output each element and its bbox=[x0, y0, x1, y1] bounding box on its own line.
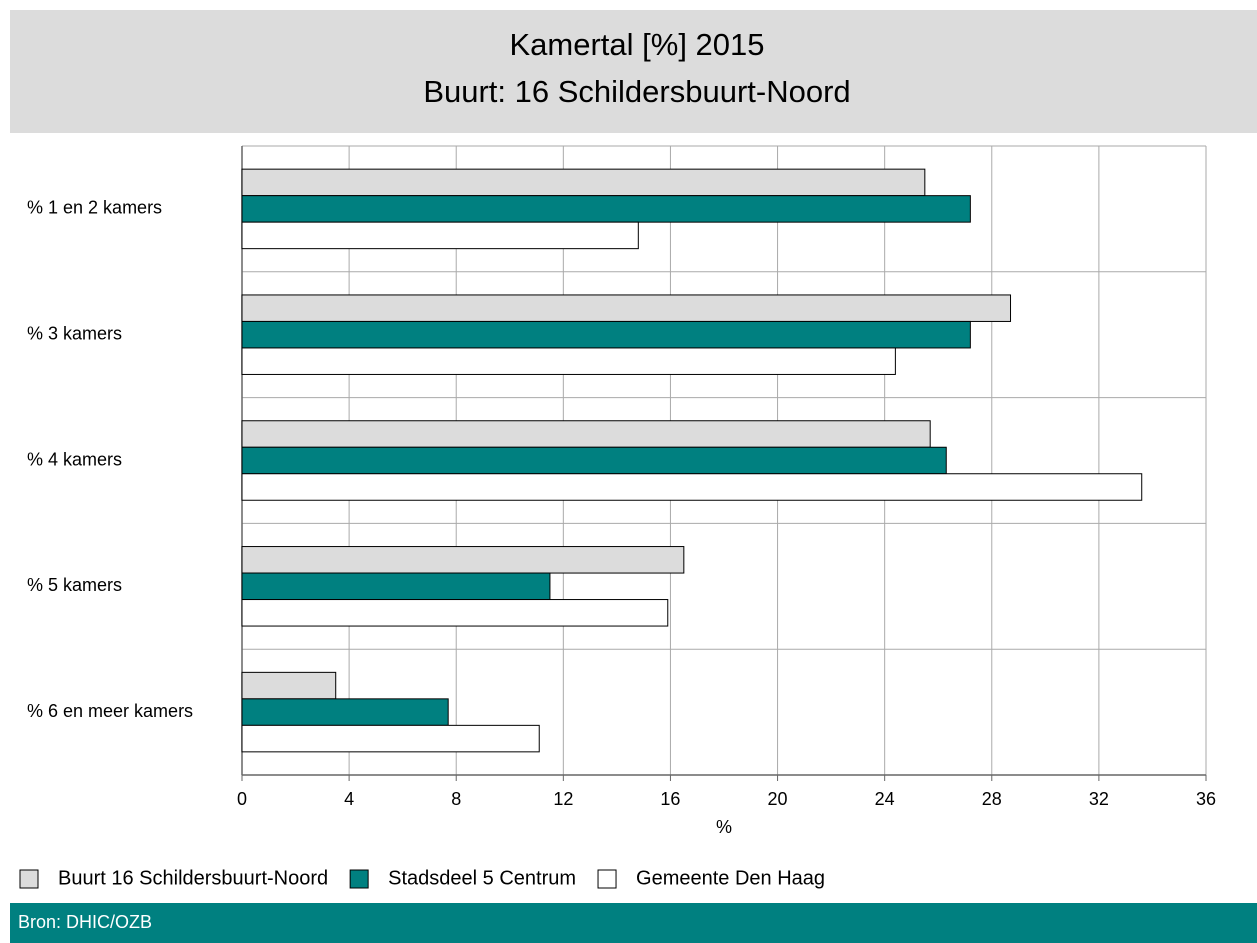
footer bbox=[10, 903, 1257, 943]
bar bbox=[241, 599, 669, 627]
x-tick-label: 36 bbox=[1196, 789, 1216, 809]
bar bbox=[241, 347, 896, 375]
x-tick-label: 12 bbox=[553, 789, 573, 809]
chart-subtitle: Buurt: 16 Schildersbuurt-Noord bbox=[423, 74, 850, 109]
bar bbox=[241, 698, 449, 726]
bar bbox=[241, 195, 971, 223]
legend-label: Buurt 16 Schildersbuurt-Noord bbox=[58, 867, 328, 889]
legend-swatch bbox=[597, 869, 617, 889]
x-tick-label: 16 bbox=[660, 789, 680, 809]
bar bbox=[241, 168, 926, 197]
legend-swatch bbox=[19, 869, 39, 889]
source: Bron: DHIC/OZB bbox=[18, 912, 152, 932]
x-tick-label: 24 bbox=[875, 789, 895, 809]
bar bbox=[241, 420, 931, 448]
x-tick-label: 20 bbox=[768, 789, 788, 809]
bar bbox=[241, 320, 971, 349]
legend-label: Gemeente Den Haag bbox=[636, 867, 825, 889]
y-tick-label: % 5 kamers bbox=[27, 575, 122, 595]
bar bbox=[241, 473, 1143, 501]
legend-swatch bbox=[349, 869, 369, 889]
x-tick-label: 8 bbox=[451, 789, 461, 809]
y-tick-label: % 4 kamers bbox=[27, 449, 122, 469]
title-banner bbox=[10, 10, 1257, 133]
chart-title: Kamertal [%] 2015 bbox=[509, 27, 764, 62]
x-tick-label: 4 bbox=[344, 789, 354, 809]
legend-label: Stadsdeel 5 Centrum bbox=[388, 867, 576, 889]
bar bbox=[241, 546, 685, 574]
y-tick-label: % 3 kamers bbox=[27, 323, 122, 343]
y-tick-label: % 1 en 2 kamers bbox=[27, 198, 162, 218]
x-tick-label: 28 bbox=[982, 789, 1002, 809]
x-axis-label: % bbox=[716, 817, 732, 837]
bar bbox=[241, 572, 551, 601]
bar bbox=[241, 724, 540, 753]
bar bbox=[241, 671, 337, 700]
bar bbox=[241, 446, 947, 475]
bar bbox=[241, 294, 1012, 322]
x-tick-label: 0 bbox=[237, 789, 247, 809]
x-tick-label: 32 bbox=[1089, 789, 1109, 809]
bar bbox=[241, 221, 639, 250]
y-tick-label: % 6 en meer kamers bbox=[27, 701, 193, 721]
